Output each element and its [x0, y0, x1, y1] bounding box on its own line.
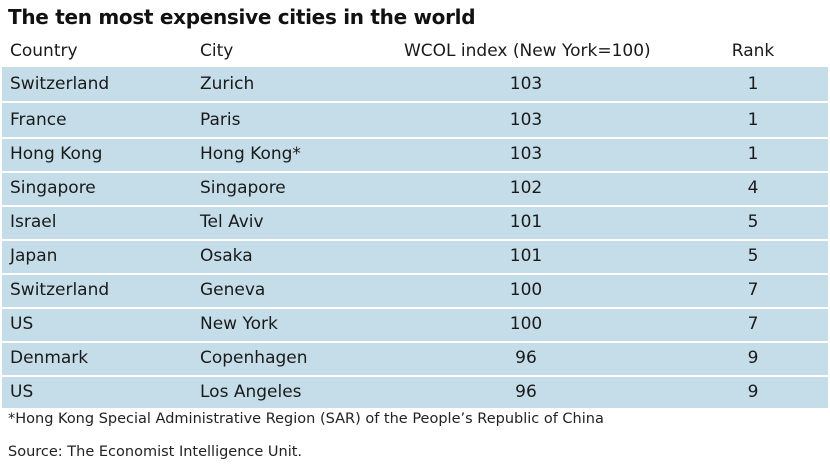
row-divider — [2, 341, 828, 343]
cell-country: Hong Kong — [10, 144, 103, 164]
cell-rank: 7 — [747, 314, 759, 334]
cell-rank: 9 — [747, 382, 759, 402]
cell-rank: 4 — [747, 178, 759, 198]
table-row: Hong Kong Hong Kong* 103 1 — [2, 137, 828, 171]
cell-country: Japan — [10, 246, 58, 266]
table-row: Switzerland Zurich 103 1 — [2, 67, 828, 101]
table-row: US New York 100 7 — [2, 307, 828, 341]
cell-rank: 5 — [747, 246, 759, 266]
cell-index: 100 — [509, 280, 543, 300]
cell-rank: 9 — [747, 348, 759, 368]
table-row: Israel Tel Aviv 101 5 — [2, 205, 828, 239]
header-country: Country — [10, 41, 78, 61]
footnote: *Hong Kong Special Administrative Region… — [8, 411, 604, 427]
row-divider — [2, 273, 828, 275]
cell-city: Tel Aviv — [200, 212, 264, 232]
cell-rank: 1 — [747, 74, 759, 94]
cell-city: Geneva — [200, 280, 266, 300]
table-row: Japan Osaka 101 5 — [2, 239, 828, 273]
cell-city: Los Angeles — [200, 382, 302, 402]
cell-city: Paris — [200, 110, 241, 130]
cell-index: 102 — [509, 178, 543, 198]
cell-country: Switzerland — [10, 74, 110, 94]
cell-index: 103 — [509, 110, 543, 130]
table-header: Country City WCOL index (New York=100) R… — [0, 40, 830, 64]
cell-city: New York — [200, 314, 278, 334]
cell-rank: 7 — [747, 280, 759, 300]
cell-index: 96 — [515, 348, 537, 368]
row-divider — [2, 375, 828, 377]
header-rank: Rank — [731, 41, 775, 61]
cell-index: 103 — [509, 74, 543, 94]
cell-country: US — [10, 314, 34, 334]
table-row: Singapore Singapore 102 4 — [2, 171, 828, 205]
cell-city: Hong Kong* — [200, 144, 301, 164]
row-divider — [2, 137, 828, 139]
header-wcol-index: WCOL index (New York=100) — [404, 41, 651, 61]
source-note: Source: The Economist Intelligence Unit. — [8, 444, 303, 460]
cell-city: Zurich — [200, 74, 255, 94]
cell-index: 101 — [509, 246, 543, 266]
header-city: City — [200, 41, 234, 61]
cell-index: 101 — [509, 212, 543, 232]
cell-rank: 5 — [747, 212, 759, 232]
cell-country: France — [10, 110, 67, 130]
cell-country: Singapore — [10, 178, 96, 198]
cell-country: Switzerland — [10, 280, 110, 300]
cell-city: Singapore — [200, 178, 286, 198]
page-title: The ten most expensive cities in the wor… — [8, 5, 476, 29]
row-divider — [2, 101, 828, 103]
cell-index: 96 — [515, 382, 537, 402]
row-divider — [2, 205, 828, 207]
table-row: Denmark Copenhagen 96 9 — [2, 341, 828, 375]
table-body: Switzerland Zurich 103 1 France Paris 10… — [2, 67, 828, 408]
row-divider — [2, 171, 828, 173]
cell-rank: 1 — [747, 110, 759, 130]
cell-country: Denmark — [10, 348, 89, 368]
cell-city: Copenhagen — [200, 348, 308, 368]
table-row: Switzerland Geneva 100 7 — [2, 273, 828, 307]
cell-rank: 1 — [747, 144, 759, 164]
cell-index: 100 — [509, 314, 543, 334]
cell-city: Osaka — [200, 246, 253, 266]
row-divider — [2, 307, 828, 309]
table-row: US Los Angeles 96 9 — [2, 375, 828, 409]
cell-index: 103 — [509, 144, 543, 164]
table-row: France Paris 103 1 — [2, 103, 828, 137]
cell-country: US — [10, 382, 34, 402]
cell-country: Israel — [10, 212, 57, 232]
row-divider — [2, 239, 828, 241]
